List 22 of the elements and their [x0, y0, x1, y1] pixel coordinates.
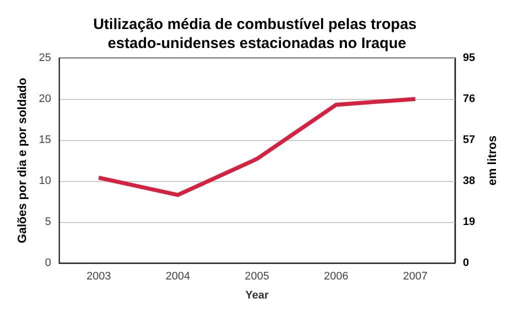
x-tick-label: 2003 — [86, 270, 111, 282]
y-tick-label: 10 — [38, 175, 52, 187]
line-series — [96, 97, 418, 197]
y2-tick-label: 76 — [462, 93, 476, 105]
x-axis-title: Year — [245, 290, 270, 302]
y2-axis-title: em litros — [485, 135, 499, 186]
y-tick-label: 5 — [45, 216, 52, 228]
y-tick-label: 15 — [38, 134, 52, 146]
y2-tick-label: 38 — [462, 175, 476, 187]
x-tick-label: 2007 — [403, 270, 428, 282]
x-tick-label: 2004 — [166, 270, 190, 282]
y-tick-label: 0 — [45, 257, 52, 269]
y-tick-label: 20 — [38, 93, 52, 105]
chart-title: Utilização média de combustível pelas tropas estado-unidenses estacionadas no Iraque — [93, 16, 421, 52]
y2-tick-label: 95 — [462, 52, 476, 64]
y-tick-label: 25 — [38, 52, 52, 64]
x-tick-label: 2005 — [244, 270, 270, 282]
x-tick-label: 2006 — [324, 270, 348, 282]
y2-tick-label: 0 — [462, 257, 469, 269]
y2-tick-label: 19 — [462, 216, 476, 228]
y2-tick-label: 57 — [462, 134, 476, 146]
y-axis-title: Galões por dia e por soldado — [15, 78, 29, 244]
